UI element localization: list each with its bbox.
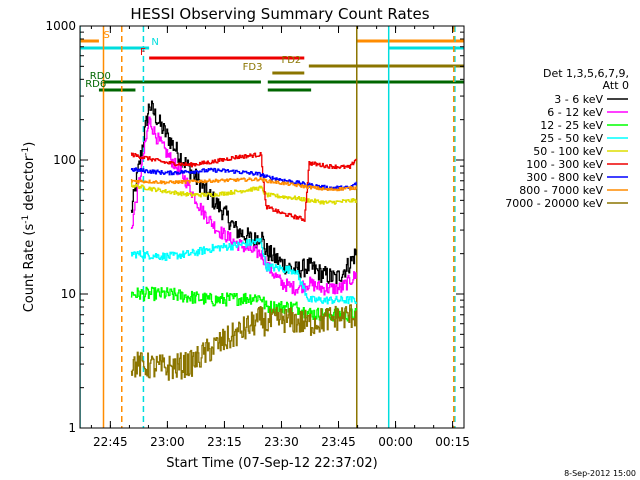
legend-entry: 50 - 100 keV <box>533 145 603 158</box>
x-tick-label: 23:30 <box>264 435 299 449</box>
flag-label: RD6 <box>85 79 106 90</box>
y-axis-label-end: ) <box>22 142 37 147</box>
x-tick-label: 23:45 <box>321 435 356 449</box>
legend-entry: 7000 - 20000 keV <box>505 197 603 210</box>
legend-entry: 100 - 300 keV <box>526 158 603 171</box>
legend-header: Att 0 <box>603 79 629 92</box>
series-line <box>130 116 357 296</box>
flag-label: RD0 <box>90 71 111 82</box>
plot-frame <box>79 25 465 429</box>
flag-label: N <box>151 37 158 48</box>
x-tick-label: 00:15 <box>435 435 470 449</box>
y-tick-label: 100 <box>53 153 76 167</box>
flag-label: S <box>104 30 110 41</box>
footer-timestamp: 8-Sep-2012 15:00 <box>564 469 636 478</box>
series-line <box>130 100 357 285</box>
legend-entry: 800 - 7000 keV <box>519 184 603 197</box>
legend-entry: 300 - 800 keV <box>526 171 603 184</box>
y-axis-label: Count Rate (s-1 detector-1) <box>21 142 37 313</box>
y-tick-label: 10 <box>61 287 76 301</box>
series-line <box>130 286 357 322</box>
flag-label: F <box>140 47 146 58</box>
series-line <box>130 237 357 305</box>
x-tick-label: 23:00 <box>150 435 185 449</box>
legend-entry: 12 - 25 keV <box>540 119 603 132</box>
x-tick-label: 22:45 <box>93 435 128 449</box>
flag-label: FD3 <box>243 62 263 73</box>
y-tick-label: 1 <box>68 421 76 435</box>
flag-label: FD2 <box>281 55 301 66</box>
y-tick-label: 1000 <box>45 19 76 33</box>
chart-title: HESSI Observing Summary Count Rates <box>130 5 429 23</box>
series-line <box>130 151 357 222</box>
y-axis-label-part2: detector <box>22 155 37 215</box>
legend-header: Det 1,3,5,6,7,9, <box>543 67 629 80</box>
legend-entry: 6 - 12 keV <box>547 106 603 119</box>
y-axis-label-sup: -1 <box>21 215 31 224</box>
series-line <box>130 304 357 381</box>
series-line <box>130 182 357 205</box>
series-line <box>130 177 357 192</box>
y-axis-label-sup2: -1 <box>21 147 31 156</box>
x-axis-label: Start Time (07-Sep-12 22:37:02) <box>166 456 377 471</box>
y-axis-label-part: Count Rate (s <box>22 224 37 313</box>
legend-entry: 25 - 50 keV <box>540 132 603 145</box>
x-tick-label: 00:00 <box>378 435 413 449</box>
legend-entry: 3 - 6 keV <box>554 93 603 106</box>
x-tick-label: 23:15 <box>207 435 242 449</box>
